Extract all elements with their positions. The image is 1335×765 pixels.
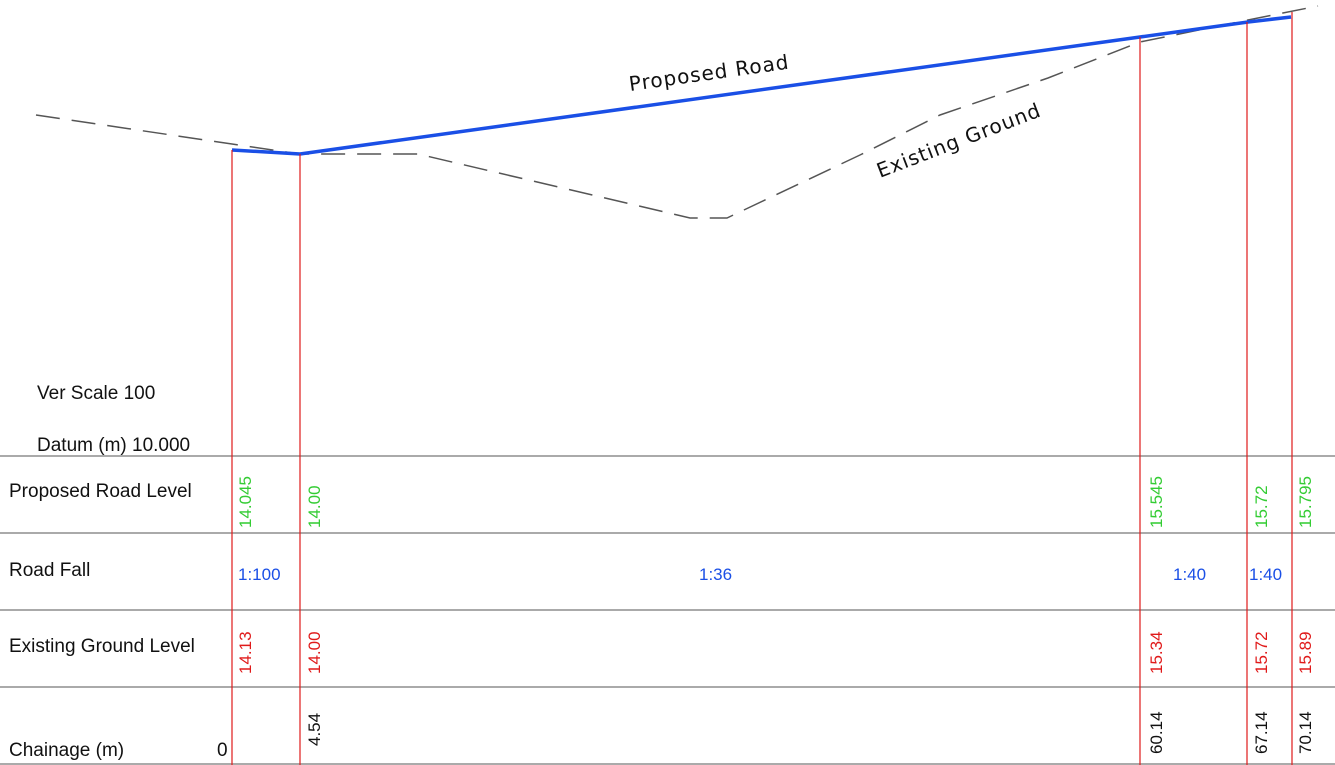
row-label-existing-level: Existing Ground Level	[9, 636, 195, 657]
proposed-level-value: 14.00	[305, 485, 324, 528]
existing-level-value: 15.72	[1252, 631, 1271, 674]
ver-scale-label: Ver Scale 100	[37, 383, 155, 404]
existing-ground-label: Existing Ground	[873, 98, 1044, 183]
proposed-road-line	[231, 15, 1292, 156]
existing-level-value: 15.89	[1296, 631, 1315, 674]
existing-level-value: 14.13	[236, 631, 255, 674]
proposed-level-value: 15.72	[1252, 485, 1271, 528]
datum-label: Datum (m) 10.000	[37, 435, 190, 456]
chainage-value: 4.54	[305, 713, 324, 746]
row-label-chainage: Chainage (m)	[9, 740, 124, 761]
chainage-value: 67.14	[1252, 711, 1271, 754]
existing-level-value: 14.00	[305, 631, 324, 674]
proposed-level-value: 15.545	[1147, 476, 1166, 528]
existing-level-value: 15.34	[1147, 631, 1166, 674]
chainage-value: 60.14	[1147, 711, 1166, 754]
row-label-road-fall: Road Fall	[9, 560, 90, 581]
proposed-level-value: 15.795	[1296, 476, 1315, 528]
road-fall-value: 1:36	[699, 565, 732, 584]
chainage-value: 70.14	[1296, 711, 1315, 754]
row-label-proposed-level: Proposed Road Level	[9, 481, 192, 502]
proposed-level-value: 14.045	[236, 476, 255, 528]
road-fall-value: 1:40	[1173, 565, 1206, 584]
start-chainage: 0	[217, 740, 228, 761]
road-fall-value: 1:100	[238, 565, 281, 584]
road-fall-value: 1:40	[1249, 565, 1282, 584]
